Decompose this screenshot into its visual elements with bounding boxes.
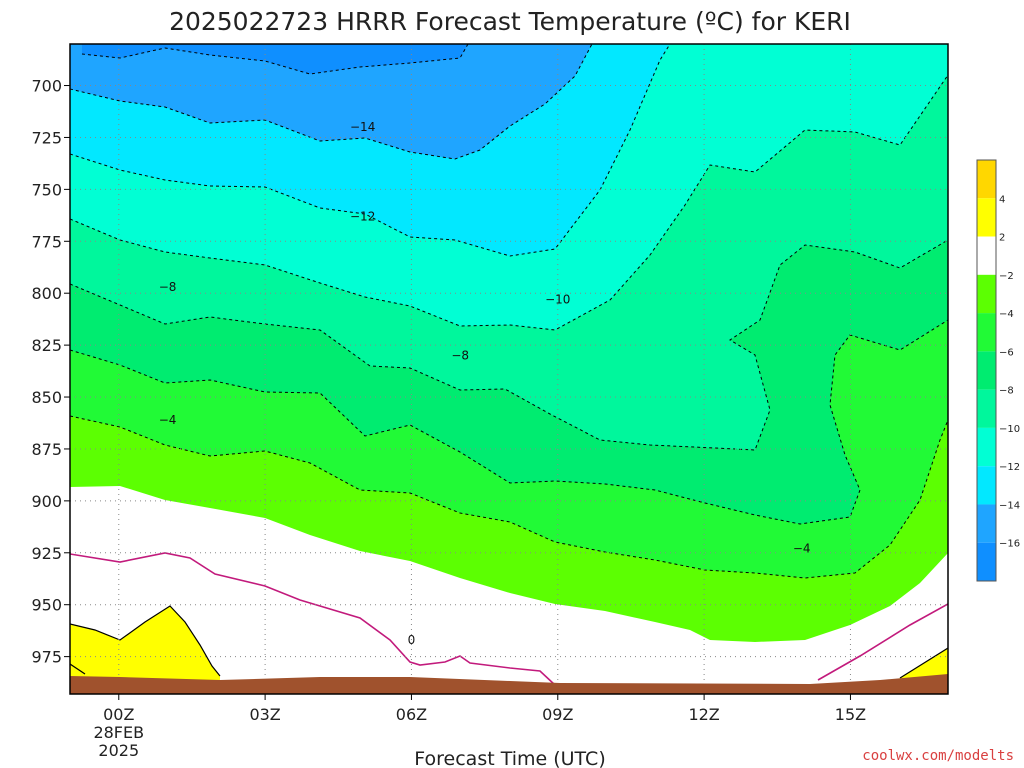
contour-label: −14: [350, 120, 375, 134]
colorbar-swatch: [977, 236, 996, 275]
colorbar-swatch: [977, 274, 996, 314]
fill-m2-2: [70, 486, 948, 694]
contour-line-m6: [70, 319, 948, 525]
x-axis-title: Forecast Time (UTC): [414, 748, 605, 768]
colorbar-swatch: [977, 466, 996, 505]
y-tick-label: 875: [31, 440, 62, 459]
contour-line-m4: [70, 415, 948, 579]
fill-le-16: [82, 44, 468, 74]
y-tick-label: 975: [31, 648, 62, 667]
contour-label: 0: [408, 633, 416, 647]
y-axis: 700 725 750 775 800 825 850 875 900 925 950 975: [31, 77, 70, 667]
y-tick-label: 950: [31, 596, 62, 615]
colorbar-swatch: [977, 542, 996, 581]
contour-label: −10: [545, 292, 570, 306]
contour-label: −4: [793, 542, 811, 556]
y-tick-label: 825: [31, 336, 62, 355]
colorbar-swatch: [977, 389, 996, 428]
contour-line-m16: [81, 44, 469, 75]
chart-title: 2025022723 HRRR Forecast Temperature (ºC…: [169, 7, 851, 36]
colorbar-label: −2: [999, 271, 1014, 282]
colorbar-label: −12: [999, 462, 1020, 473]
colorbar-label: 2: [999, 233, 1005, 244]
grid: [70, 44, 948, 694]
freezing-line-0: [70, 552, 556, 686]
colorbar-label: 4: [999, 194, 1005, 205]
colorbar-swatch: [977, 198, 996, 237]
x-tick-label: 12Z: [688, 705, 719, 724]
y-tick-label: 850: [31, 388, 62, 407]
y-tick-label: 925: [31, 544, 62, 563]
colorbar-label: −10: [999, 424, 1020, 435]
contour-label: −4: [159, 413, 177, 427]
x-tick-sublabel: 2025: [98, 741, 139, 760]
contour-line-2-left: [70, 605, 221, 677]
contour-label: −8: [159, 280, 177, 294]
x-tick-label: 15Z: [835, 705, 866, 724]
x-tick-label: 00Z: [103, 705, 134, 724]
fill-2-4-left: [70, 606, 220, 694]
y-tick-label: 900: [31, 492, 62, 511]
colorbar-swatch: [977, 313, 996, 352]
contour-label: −8: [451, 349, 469, 363]
colorbar-label: −4: [999, 309, 1014, 320]
colorbar-label: −16: [999, 539, 1020, 550]
contour-fills: [70, 44, 948, 694]
colorbar: 4 2 −2 −4 −6 −8 −10 −12 −14 −16: [976, 159, 1020, 582]
colorbar-swatch: [977, 160, 996, 199]
plot-frame: [69, 43, 949, 695]
contour-label: −12: [350, 209, 375, 223]
x-tick-label: 03Z: [249, 705, 280, 724]
freezing-line-0-right: [817, 603, 948, 681]
y-tick-label: 775: [31, 232, 62, 251]
colorbar-swatch: [977, 504, 996, 543]
contour-line-m12: [70, 44, 671, 257]
y-tick-label: 725: [31, 128, 62, 147]
fill-14-16: [70, 44, 592, 159]
colorbar-label: −8: [999, 386, 1014, 397]
terrain: [70, 674, 948, 694]
colorbar-label: −14: [999, 500, 1020, 511]
y-tick-label: 750: [31, 180, 62, 199]
y-tick-label: 800: [31, 284, 62, 303]
colorbar-swatch: [977, 351, 996, 390]
contour-line-2-corner: [70, 663, 86, 675]
x-tick-label: 06Z: [396, 705, 427, 724]
site-credit: coolwx.com/modelts: [862, 748, 1014, 764]
x-tick-sublabel: 28FEB: [93, 723, 144, 742]
contour-line-2-right: [899, 647, 948, 679]
colorbar-label: −6: [999, 347, 1014, 358]
colorbar-swatch: [977, 427, 996, 467]
y-tick-label: 700: [31, 77, 62, 96]
contour-line-m14: [70, 44, 593, 160]
contour-line-m8: [70, 239, 948, 451]
colorbar-frame: [976, 159, 997, 582]
x-tick-label: 09Z: [542, 705, 573, 724]
contour-labels: −14 −12 −8 −10 −8 −4 −4 0: [159, 120, 811, 647]
